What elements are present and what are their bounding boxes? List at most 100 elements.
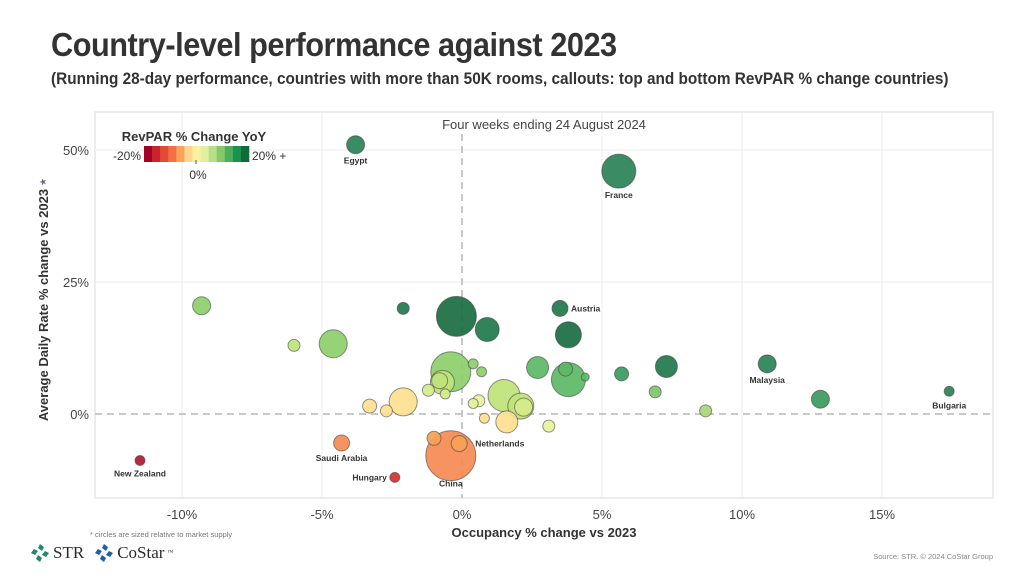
bubble-saudi-arabia <box>333 434 351 452</box>
y-tick-label: 0% <box>70 407 89 422</box>
plot-frame <box>94 111 994 499</box>
bubble-malaysia <box>757 354 777 374</box>
costar-logo-text: CoStar <box>117 543 165 562</box>
bubble <box>526 356 550 380</box>
legend-swatch <box>152 146 161 162</box>
bubble <box>192 296 212 316</box>
legend-swatch <box>200 146 209 162</box>
bubble-bulgaria <box>943 385 955 397</box>
legend-swatch <box>144 146 153 162</box>
bubble <box>396 301 410 315</box>
bubble <box>614 366 630 382</box>
bubble <box>580 372 590 382</box>
legend-swatch <box>240 146 250 162</box>
bubble-label: France <box>605 190 633 200</box>
trademark-mark: ™ <box>167 550 174 556</box>
bubble-hungary <box>389 471 401 483</box>
y-tick-label: 25% <box>63 275 89 290</box>
bubble <box>426 430 442 446</box>
bubble-new-zealand <box>134 454 146 466</box>
bubble <box>558 361 574 377</box>
bubble <box>654 354 678 378</box>
legend-max-label: 20% + <box>252 149 286 163</box>
bubble <box>318 329 348 359</box>
legend-swatch <box>216 146 226 162</box>
y-axis-label: Average Daily Rate % change vs 2023 <box>36 189 51 421</box>
bubble <box>495 410 519 434</box>
bubble <box>467 358 479 370</box>
bubble-label: Hungary <box>352 472 387 482</box>
bubble <box>287 338 301 352</box>
bubble-france <box>601 153 637 189</box>
str-logo: STR <box>30 543 84 563</box>
legend-swatch <box>224 146 234 162</box>
logo-mark-piece <box>102 544 109 551</box>
bubble-labels: Egypt France Austria Malaysia Bulgaria Nether… <box>114 156 966 489</box>
str-logo-text: STR <box>53 543 85 562</box>
legend-swatch <box>184 146 193 162</box>
legend-swatch <box>168 146 177 162</box>
legend-swatch <box>208 146 217 162</box>
logo-mark-piece <box>38 544 44 551</box>
logo-mark-piece <box>106 551 114 557</box>
bubble <box>439 388 451 400</box>
logos: STR CoStar ™ <box>30 543 173 563</box>
bubble-label: Saudi Arabia <box>316 453 368 463</box>
logo-mark-piece <box>31 549 38 555</box>
bubble <box>474 317 500 343</box>
chart-title: Four weeks ending 24 August 2024 <box>442 117 646 132</box>
bubble-label: Egypt <box>344 156 368 166</box>
bubble <box>478 412 490 424</box>
logo-mark-piece <box>42 551 49 557</box>
x-tick-label: -5% <box>310 507 334 522</box>
bubble-austria <box>551 299 569 317</box>
x-tick-label: 0% <box>453 507 472 522</box>
source-note: Source: STR. © 2024 CoStar Group <box>873 552 993 561</box>
legend-swatch <box>232 146 242 162</box>
bubble <box>810 389 830 409</box>
legend-mid-label: 0% <box>189 168 207 182</box>
bubble <box>699 404 713 418</box>
bubble-egypt <box>346 135 366 155</box>
x-tick-labels: -10% -5% 0% 5% 10% 15% <box>167 507 896 522</box>
y-tick-labels: 0% 25% 50% <box>63 143 89 422</box>
logo-mark-piece <box>100 555 107 562</box>
bubble-label: Austria <box>571 303 601 313</box>
costar-logo-icon <box>95 544 114 562</box>
logo-mark-piece <box>95 549 103 555</box>
bubble <box>554 321 582 349</box>
page-subtitle: (Running 28-day performance, countries w… <box>51 70 949 88</box>
legend-swatch <box>160 146 169 162</box>
logo-mark-piece <box>36 555 42 562</box>
x-tick-label: -10% <box>167 507 198 522</box>
str-logo-icon <box>31 544 49 562</box>
legend-swatch <box>176 146 185 162</box>
bubble-label: Bulgaria <box>932 400 966 410</box>
bubble-label: Malaysia <box>749 375 785 385</box>
bubble <box>542 419 556 433</box>
color-legend: RevPAR % Change YoY -20% 20% + 0% <box>113 129 286 182</box>
bubble-label: China <box>439 479 463 489</box>
y-axis-star-icon: ★ <box>39 178 49 186</box>
bubble <box>421 383 435 397</box>
bubble-label: New Zealand <box>114 468 166 478</box>
x-tick-label: 10% <box>729 507 755 522</box>
bubble <box>431 372 449 390</box>
bubbles <box>134 135 955 483</box>
bubble <box>467 397 479 409</box>
y-tick-label: 50% <box>63 143 89 158</box>
bubble-label: Netherlands <box>475 439 524 449</box>
legend-min-label: -20% <box>113 149 141 163</box>
legend-title: RevPAR % Change YoY <box>122 129 267 144</box>
bubble-netherlands <box>450 435 468 453</box>
costar-logo: CoStar ™ <box>94 543 173 563</box>
page-title: Country-level performance against 2023 <box>51 26 617 63</box>
footnote: * circles are sized relative to market s… <box>90 530 233 539</box>
bubble <box>362 398 378 414</box>
bubble <box>388 387 418 417</box>
bubble <box>514 397 534 417</box>
legend-swatch <box>192 146 201 162</box>
bubble <box>435 295 477 337</box>
legend-color-ramp <box>144 146 250 162</box>
